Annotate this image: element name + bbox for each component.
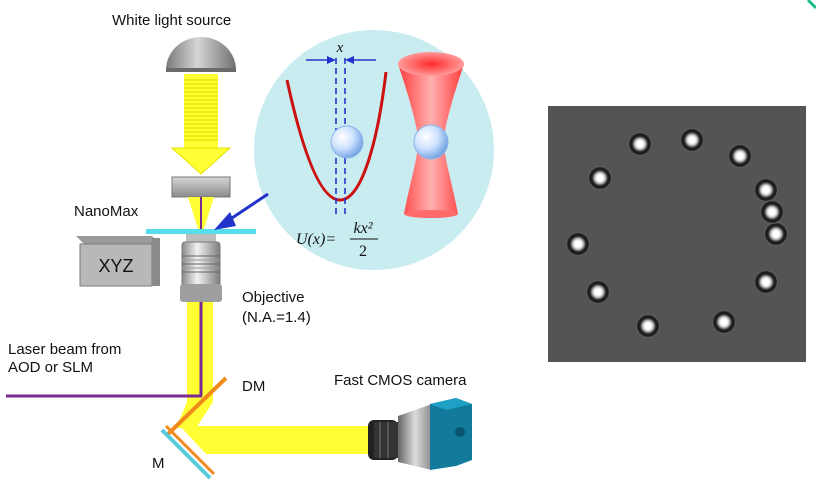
objective-label: Objective <box>242 289 305 306</box>
trapped-bead <box>764 222 788 246</box>
trapped-bead <box>636 314 660 338</box>
potential-denominator: 2 <box>359 243 367 260</box>
down-arrow-icon <box>170 147 232 175</box>
laser-beam-label-line1: Laser beam from <box>8 341 122 358</box>
trapped-bead <box>628 132 652 156</box>
bead-in-trap <box>413 124 449 160</box>
mirror <box>160 424 216 480</box>
camera-label: Fast CMOS camera <box>334 372 467 389</box>
trapped-bead <box>728 144 752 168</box>
trapped-bead <box>754 178 778 202</box>
trapped-bead <box>588 166 612 190</box>
numerical-aperture-label: (N.A.=1.4) <box>242 309 311 326</box>
potential-numerator: kx² <box>354 220 374 237</box>
trapped-bead <box>566 232 590 256</box>
trapped-bead <box>712 310 736 334</box>
condenser <box>171 176 231 198</box>
cmos-camera <box>368 398 472 470</box>
potential-curve <box>285 71 388 202</box>
white-light-source-label: White light source <box>112 12 232 29</box>
dm-label: DM <box>242 378 266 395</box>
potential-lhs: U(x)= <box>296 231 336 248</box>
bead-in-potential <box>330 125 364 159</box>
trapped-bead <box>760 200 784 224</box>
trapped-bead <box>586 280 610 304</box>
white-light-source-lamp <box>166 37 236 72</box>
beam-dm-to-mirror <box>176 402 213 428</box>
beam-stripes <box>184 79 218 141</box>
sample-slide <box>146 229 256 234</box>
trapped-bead <box>754 270 778 294</box>
trapped-bead <box>680 128 704 152</box>
xyz-stage <box>76 236 160 287</box>
pointer-arrow-icon <box>214 192 269 230</box>
illumination-beam <box>184 74 218 148</box>
nanomax-label: NanoMax <box>74 203 139 220</box>
displacement-symbol: x <box>336 40 344 56</box>
xyz-label: XYZ <box>98 256 133 276</box>
dichroic-mirror <box>164 376 228 438</box>
objective-lens <box>180 234 222 302</box>
bead-ring-micrograph <box>548 106 806 362</box>
beam-to-camera <box>180 426 370 454</box>
mirror-label: M <box>152 455 165 472</box>
corner-mark <box>806 0 816 10</box>
displacement-arrows <box>306 56 376 64</box>
laser-beam-label-line2: AOD or SLM <box>8 359 94 376</box>
